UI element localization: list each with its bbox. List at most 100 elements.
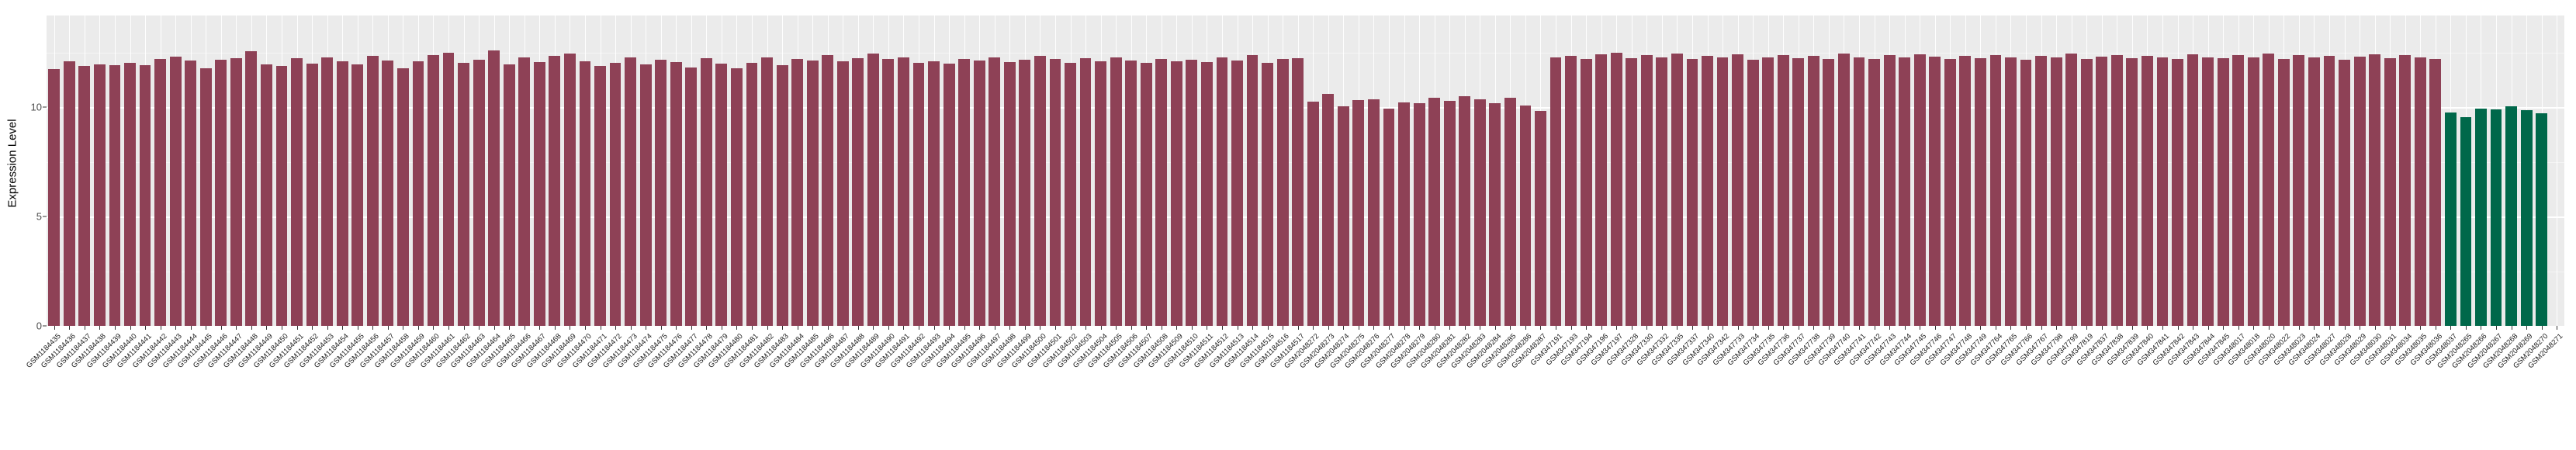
bar [63, 61, 75, 326]
bar [912, 62, 925, 326]
x-axis-tick-mark [1616, 326, 1618, 330]
bar [2096, 56, 2108, 326]
bar [1565, 56, 1577, 326]
x-axis-tick-mark [1510, 326, 1511, 330]
x-axis-tick-mark [857, 326, 859, 330]
bar [1473, 99, 1486, 326]
bar [2263, 54, 2275, 326]
bar [215, 59, 227, 326]
bar [989, 57, 1001, 326]
x-axis-tick-mark [372, 326, 374, 330]
x-axis-tick-mark [2526, 326, 2528, 330]
bar [306, 63, 318, 326]
x-axis-tick-mark [2207, 326, 2209, 330]
bar [1868, 59, 1880, 326]
bar [594, 66, 606, 326]
y-axis-tick-mark [43, 325, 47, 327]
bar [1656, 57, 1668, 326]
x-axis-tick-mark [1661, 326, 1663, 330]
x-axis-tick-mark [145, 326, 147, 330]
bar [1671, 54, 1683, 326]
bar [1899, 57, 1911, 326]
bar [2141, 56, 2153, 326]
x-axis-tick-mark [949, 326, 950, 330]
grid-line-major [47, 107, 2564, 109]
bar [2460, 117, 2472, 326]
bar [1823, 58, 1835, 326]
x-axis-tick-mark [706, 326, 708, 330]
bar [185, 60, 197, 326]
y-axis-tick-mark [43, 216, 47, 217]
bar [1974, 57, 1986, 326]
bar [2202, 57, 2214, 326]
x-axis-tick-mark [2496, 326, 2498, 330]
bar [1034, 56, 1046, 326]
x-axis-tick-mark [312, 326, 313, 330]
x-axis-tick-mark [751, 326, 753, 330]
x-axis-tick-mark [1540, 326, 1542, 330]
bar [2247, 57, 2259, 326]
x-axis-tick-mark [873, 326, 874, 330]
x-axis-tick-mark [479, 326, 480, 330]
bar [1732, 54, 1744, 326]
x-axis-tick-mark [1768, 326, 1769, 330]
bar [1702, 56, 1713, 326]
x-axis-tick-mark [2147, 326, 2148, 330]
x-axis-tick-mark [1070, 326, 1072, 330]
bar [2505, 106, 2517, 326]
bar [1398, 102, 1410, 326]
x-axis-tick-mark [2450, 326, 2452, 330]
bar [488, 50, 500, 326]
x-axis-tick-mark [69, 326, 71, 330]
bar [2475, 108, 2487, 326]
bar [1003, 61, 1016, 326]
bar [715, 63, 728, 326]
x-axis-tick-mark [342, 326, 344, 330]
bar [1443, 101, 1456, 326]
y-axis-tick-label: 0 [36, 320, 42, 332]
bar [2232, 55, 2245, 326]
bar [2353, 56, 2366, 326]
bar [1186, 59, 1198, 326]
bar [1716, 57, 1729, 326]
x-axis-tick-mark [1404, 326, 1405, 330]
y-axis-tick-label: 10 [30, 101, 42, 113]
bar [1413, 102, 1425, 326]
bar [2490, 109, 2502, 326]
x-axis-tick-mark [2390, 326, 2391, 330]
bar [958, 58, 971, 326]
bar [2414, 57, 2426, 326]
bar [396, 68, 409, 326]
bar [199, 68, 212, 326]
bar [836, 61, 849, 326]
x-axis-tick-mark [1464, 326, 1466, 330]
x-axis-tick-mark [1677, 326, 1678, 330]
bar [109, 64, 121, 326]
x-axis-tick-mark [251, 326, 252, 330]
bar [124, 62, 136, 326]
x-axis-tick-mark [903, 326, 905, 330]
bar [943, 63, 955, 326]
bar [1383, 108, 1395, 326]
bar [518, 57, 531, 326]
bar [2080, 58, 2093, 326]
x-axis-tick-mark [1191, 326, 1193, 330]
x-axis-tick-mark [493, 326, 495, 330]
bar [1747, 59, 1759, 326]
bar [2369, 54, 2381, 326]
bar [2293, 54, 2305, 326]
x-axis-tick-mark [736, 326, 738, 330]
x-axis-tick-mark [1252, 326, 1254, 330]
x-axis-tick-mark [1343, 326, 1345, 330]
bar [1110, 57, 1122, 326]
x-axis-tick-mark [964, 326, 965, 330]
x-axis-tick-mark [2238, 326, 2239, 330]
x-axis-tick-mark [1631, 326, 1633, 330]
bar [1065, 62, 1076, 326]
bar [1489, 103, 1501, 326]
x-axis-tick-mark [1085, 326, 1087, 330]
x-axis-tick-mark [1586, 326, 1587, 330]
bar [2035, 56, 2047, 326]
x-axis-tick-mark [296, 326, 298, 330]
